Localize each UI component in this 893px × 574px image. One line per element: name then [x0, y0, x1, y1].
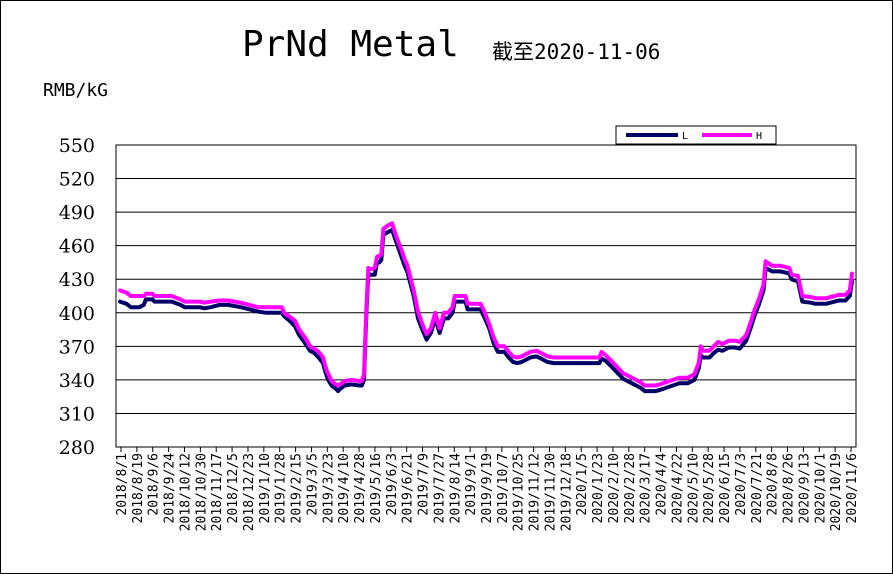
x-tick-label: 2019/3/5: [305, 453, 320, 516]
y-tick-label: 370: [59, 336, 95, 358]
y-tick-label: 430: [59, 269, 95, 291]
x-tick-label: 2019/3/23: [321, 453, 336, 523]
x-tick-label: 2018/10/12: [178, 453, 193, 531]
series-line-l: [118, 228, 854, 394]
legend: L H: [615, 125, 777, 145]
y-tick-label: 400: [59, 303, 95, 325]
x-tick-label: 2018/9/6: [147, 453, 162, 516]
x-tick-label: 2020/1/23: [591, 453, 606, 523]
y-tick-label: 550: [59, 135, 95, 157]
x-tick-label: 2019/11/12: [528, 453, 543, 531]
x-tick-label: 2020/4/4: [655, 453, 670, 516]
x-tick-label: 2018/12/5: [226, 453, 241, 523]
x-tick-label: 2020/7/3: [734, 453, 749, 516]
x-tick-label: 2019/11/30: [543, 453, 558, 531]
y-tick-label: 310: [59, 403, 95, 425]
x-tick-label: 2018/9/24: [163, 453, 178, 524]
gridlines: [116, 178, 856, 414]
x-tick-label: 2019/7/9: [417, 453, 432, 516]
x-tick-label: 2020/8/8: [766, 453, 781, 516]
x-tick-label: 2020/2/10: [607, 453, 622, 523]
x-tick-label: 2020/2/28: [623, 453, 638, 523]
x-tick-label: 2020/4/22: [670, 453, 685, 523]
x-tick-label: 2018/11/17: [210, 453, 225, 531]
x-tick-label: 2018/8/19: [131, 453, 146, 523]
x-tick-label: 2020/1/5: [575, 453, 590, 516]
x-tick-label: 2020/3/17: [639, 453, 654, 523]
legend-label-h: H: [756, 131, 762, 142]
x-tick-label: 2019/6/3: [385, 453, 400, 516]
series-lines: [118, 221, 854, 394]
x-tick-label: 2019/2/15: [290, 453, 305, 523]
plot-area: [115, 144, 857, 448]
x-tick-label: 2020/5/10: [686, 453, 701, 523]
x-tick-label: 2019/4/10: [337, 453, 352, 523]
x-tick-label: 2020/10/1: [813, 453, 828, 523]
x-tick-label: 2018/12/23: [242, 453, 257, 531]
x-tick-label: 2018/10/30: [194, 453, 209, 531]
x-axis-ticks: 2018/8/1 2018/8/19 2018/9/6 2018/9/24 2018/1…: [115, 447, 860, 531]
x-tick-label: 2019/9/1: [464, 453, 479, 516]
x-tick-label: 2020/9/13: [797, 453, 812, 523]
chart-subtitle: 截至2020-11-06: [492, 40, 661, 64]
x-tick-label: 2019/8/14: [448, 453, 463, 524]
x-tick-label: 2020/7/21: [750, 453, 765, 523]
x-tick-label: 2020/10/19: [829, 453, 844, 531]
x-tick-label: 2019/6/21: [401, 453, 416, 523]
legend-box: [615, 125, 777, 145]
x-tick-label: 2018/8/1: [115, 453, 130, 516]
legend-label-l: L: [682, 131, 688, 142]
y-tick-label: 490: [59, 202, 95, 224]
y-tick-label: 460: [59, 236, 95, 258]
x-tick-label: 2019/12/18: [559, 453, 574, 531]
x-tick-label: 2019/5/16: [369, 453, 384, 523]
x-tick-label: 2019/4/28: [353, 453, 368, 523]
x-tick-label: 2019/9/19: [480, 453, 495, 523]
x-tick-label: 2019/10/7: [496, 453, 511, 523]
x-tick-label: 2019/7/27: [432, 453, 447, 523]
x-tick-label: 2020/11/6: [845, 453, 860, 523]
series-line-h: [118, 221, 854, 388]
x-tick-label: 2019/10/25: [512, 453, 527, 531]
chart-title: PrNd Metal: [242, 24, 459, 65]
x-tick-label: 2019/1/10: [258, 453, 273, 523]
x-tick-label: 2020/5/28: [702, 453, 717, 523]
y-tick-label: 520: [59, 169, 95, 191]
y-tick-label: 340: [59, 370, 95, 392]
y-axis-ticks: 550 520 490 460 430 400 370 340 310 280: [59, 135, 95, 459]
x-tick-label: 2020/6/15: [718, 453, 733, 523]
x-tick-label: 2019/1/28: [274, 453, 289, 523]
y-tick-label: 280: [59, 437, 95, 459]
y-axis-label: RMB/kG: [43, 80, 109, 101]
x-tick-label: 2020/8/26: [782, 453, 797, 523]
